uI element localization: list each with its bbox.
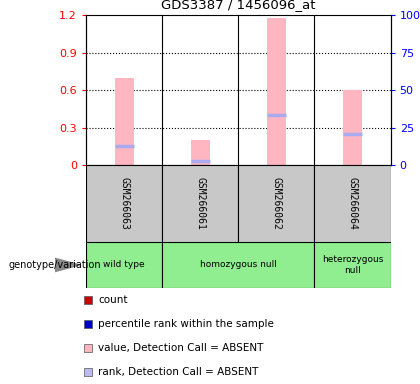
Text: GSM266063: GSM266063 <box>119 177 129 230</box>
Bar <box>162 165 239 242</box>
Bar <box>84 320 92 328</box>
Bar <box>315 165 391 242</box>
Bar <box>86 165 162 242</box>
Bar <box>84 344 92 352</box>
Polygon shape <box>55 258 80 272</box>
Text: GSM266062: GSM266062 <box>271 177 281 230</box>
Bar <box>162 242 315 288</box>
Text: wild type: wild type <box>103 260 145 270</box>
Text: GSM266064: GSM266064 <box>347 177 357 230</box>
Bar <box>84 368 92 376</box>
Bar <box>315 242 391 288</box>
Title: GDS3387 / 1456096_at: GDS3387 / 1456096_at <box>161 0 315 12</box>
Text: value, Detection Call = ABSENT: value, Detection Call = ABSENT <box>98 343 264 353</box>
Text: rank, Detection Call = ABSENT: rank, Detection Call = ABSENT <box>98 367 259 377</box>
Text: percentile rank within the sample: percentile rank within the sample <box>98 319 274 329</box>
Text: homozygous null: homozygous null <box>200 260 277 270</box>
Text: count: count <box>98 295 128 305</box>
Bar <box>115 78 134 165</box>
Bar <box>239 165 315 242</box>
Text: genotype/variation: genotype/variation <box>8 260 101 270</box>
Bar <box>343 90 362 165</box>
Bar <box>267 18 286 165</box>
Text: GSM266061: GSM266061 <box>195 177 205 230</box>
Bar <box>84 296 92 304</box>
Bar <box>86 242 162 288</box>
Text: heterozygous
null: heterozygous null <box>322 255 383 275</box>
Bar <box>191 140 210 165</box>
